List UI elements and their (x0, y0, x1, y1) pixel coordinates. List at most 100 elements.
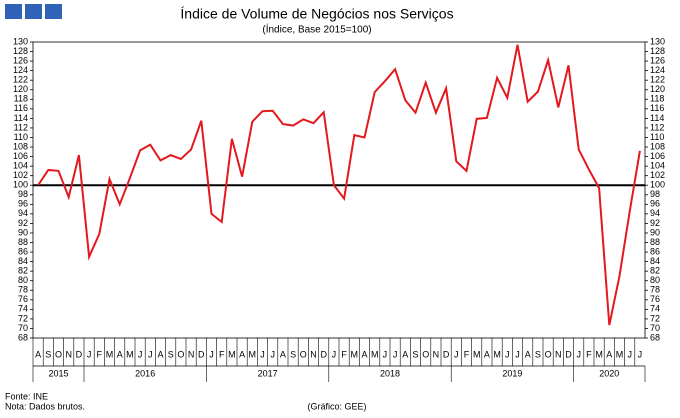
x-tick-label: J (260, 349, 265, 359)
y-tick-label: 78 (18, 285, 28, 295)
y-tick-label: 98 (18, 189, 28, 199)
y2-tick-label: 76 (650, 294, 660, 304)
x-tick-label: S (290, 349, 296, 359)
logo-square (25, 4, 42, 19)
x-tick-label: M (126, 349, 134, 359)
x-tick-label: N (65, 349, 72, 359)
y-tick-label: 104 (13, 161, 28, 171)
y2-tick-label: 88 (650, 237, 660, 247)
x-tick-label: A (361, 349, 367, 359)
y2-tick-label: 78 (650, 285, 660, 295)
year-label: 2019 (502, 368, 522, 378)
y-tick-label: 80 (18, 275, 28, 285)
y2-tick-label: 116 (650, 103, 664, 113)
y2-tick-label: 74 (650, 304, 660, 314)
x-tick-label: J (576, 349, 581, 359)
x-tick-label: M (371, 349, 379, 359)
credit: (Gráfico: GEE) (307, 401, 366, 411)
y2-tick-label: 98 (650, 189, 660, 199)
x-tick-label: F (464, 349, 470, 359)
y-tick-label: 84 (18, 256, 28, 266)
x-tick-label: N (555, 349, 562, 359)
x-tick-label: J (638, 349, 643, 359)
year-label: 2016 (135, 368, 155, 378)
x-tick-label: S (45, 349, 51, 359)
x-tick-label: M (616, 349, 624, 359)
y2-tick-label: 90 (650, 227, 660, 237)
y2-tick-label: 72 (650, 313, 660, 323)
y-tick-label: 112 (14, 122, 28, 132)
x-tick-label: J (332, 349, 337, 359)
x-tick-label: S (168, 349, 174, 359)
y-tick-label: 128 (13, 46, 28, 56)
x-tick-label: J (454, 349, 459, 359)
x-tick-label: S (412, 349, 418, 359)
y2-tick-label: 82 (650, 266, 660, 276)
x-tick-label: A (525, 349, 531, 359)
y2-tick-label: 92 (650, 218, 660, 228)
y-tick-label: 118 (14, 94, 28, 104)
y-tick-label: 122 (13, 75, 28, 85)
y2-tick-label: 104 (650, 161, 665, 171)
y2-tick-label: 122 (650, 75, 665, 85)
note: Nota: Dados brutos. (5, 401, 85, 411)
x-tick-label: M (473, 349, 481, 359)
x-tick-label: J (393, 349, 398, 359)
y2-tick-label: 118 (650, 94, 664, 104)
y2-tick-label: 106 (650, 151, 665, 161)
x-tick-label: D (76, 349, 83, 359)
x-tick-label: N (310, 349, 317, 359)
x-tick-label: A (402, 349, 408, 359)
y-tick-label: 82 (18, 266, 28, 276)
x-tick-label: D (198, 349, 205, 359)
y2-tick-label: 70 (650, 323, 660, 333)
y2-tick-label: 112 (650, 122, 664, 132)
y-tick-label: 102 (13, 170, 28, 180)
y-tick-label: 68 (18, 332, 28, 342)
y-tick-label: 106 (13, 151, 28, 161)
x-tick-label: J (505, 349, 510, 359)
y-tick-label: 86 (18, 246, 28, 256)
x-tick-label: F (97, 349, 103, 359)
x-tick-label: A (280, 349, 286, 359)
y2-tick-label: 130 (650, 36, 665, 46)
x-tick-label: J (148, 349, 153, 359)
y2-tick-label: 96 (650, 199, 660, 209)
x-tick-label: N (188, 349, 195, 359)
y-tick-label: 88 (18, 237, 28, 247)
y-tick-label: 70 (18, 323, 28, 333)
x-tick-label: N (433, 349, 440, 359)
x-tick-label: M (106, 349, 114, 359)
y-tick-label: 110 (14, 132, 28, 142)
logo-square (45, 4, 62, 19)
y-tick-label: 130 (13, 36, 28, 46)
y-tick-label: 108 (13, 141, 28, 151)
logo-square (5, 4, 22, 19)
y2-tick-label: 128 (650, 46, 665, 56)
x-tick-label: F (586, 349, 592, 359)
y-tick-label: 74 (18, 304, 28, 314)
x-tick-label: A (484, 349, 490, 359)
x-tick-label: S (535, 349, 541, 359)
x-tick-label: A (157, 349, 163, 359)
y-tick-label: 94 (18, 208, 28, 218)
x-tick-label: J (138, 349, 143, 359)
y2-tick-label: 120 (650, 84, 665, 94)
y-tick-label: 126 (13, 55, 28, 65)
x-tick-label: M (595, 349, 603, 359)
year-label: 2020 (599, 368, 619, 378)
x-tick-label: M (351, 349, 359, 359)
x-tick-label: A (35, 349, 41, 359)
y2-tick-label: 94 (650, 208, 660, 218)
y-tick-label: 90 (18, 227, 28, 237)
chart-subtitle: (Índice, Base 2015=100) (262, 23, 371, 36)
x-tick-label: F (341, 349, 347, 359)
y-tick-label: 114 (14, 113, 28, 123)
series-line (37, 44, 641, 326)
x-tick-label: J (627, 349, 632, 359)
x-tick-label: O (177, 349, 184, 359)
chart-title: Índice de Volume de Negócios nos Serviço… (180, 6, 453, 22)
y2-tick-label: 100 (650, 180, 665, 190)
x-tick-label: O (55, 349, 62, 359)
